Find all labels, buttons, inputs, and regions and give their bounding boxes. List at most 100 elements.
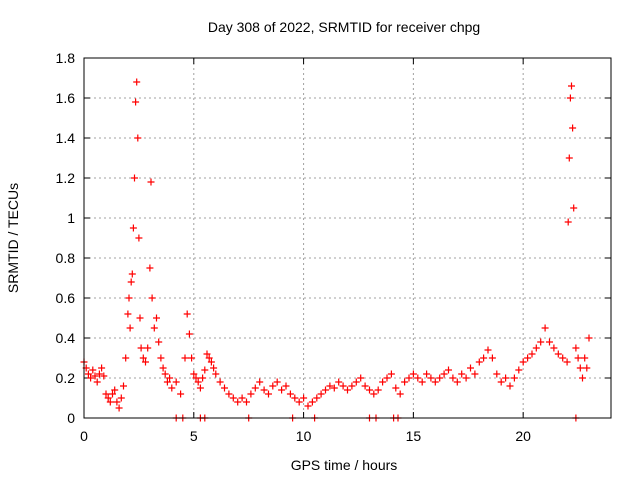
data-point: [458, 370, 466, 378]
data-point: [269, 382, 277, 390]
data-point: [414, 374, 422, 382]
data-point: [199, 374, 207, 382]
data-point: [144, 344, 152, 352]
data-point: [326, 382, 334, 390]
data-point: [104, 394, 112, 402]
data-point: [335, 378, 343, 386]
data-point: [166, 374, 174, 382]
chart-title: Day 308 of 2022, SRMTID for receiver chp…: [208, 19, 480, 35]
data-point: [480, 354, 488, 362]
data-point: [579, 374, 586, 382]
data-point: [339, 382, 347, 390]
data-point: [190, 370, 198, 378]
data-point: [418, 378, 426, 386]
y-tick-label: 1: [67, 210, 75, 226]
data-point: [91, 372, 99, 380]
data-point: [148, 294, 156, 302]
data-point: [361, 382, 369, 390]
y-tick-label: 0.2: [56, 370, 76, 386]
data-point: [528, 350, 536, 358]
data-point: [111, 386, 119, 394]
data-point: [431, 378, 439, 386]
data-point: [205, 354, 213, 362]
data-point: [247, 390, 255, 398]
data-point: [493, 370, 501, 378]
data-point: [488, 354, 496, 362]
data-point: [100, 372, 108, 380]
data-point: [265, 390, 272, 398]
data-point: [576, 364, 584, 372]
data-point: [532, 344, 540, 352]
plot-frame: [83, 57, 612, 419]
data-point: [84, 370, 92, 378]
data-point: [207, 358, 215, 366]
data-point: [216, 378, 224, 386]
data-point: [401, 378, 409, 386]
x-axis-label: GPS time / hours: [291, 457, 398, 473]
data-point: [537, 338, 545, 346]
data-point: [550, 344, 558, 352]
data-point: [153, 314, 160, 322]
data-point: [295, 398, 303, 406]
data-point: [322, 386, 329, 394]
data-point: [131, 174, 138, 182]
data-point: [117, 394, 125, 402]
data-point: [569, 124, 577, 132]
data-point: [120, 382, 127, 390]
data-point: [278, 386, 286, 394]
y-tick-label: 0: [67, 410, 75, 426]
data-point: [282, 382, 290, 390]
data-point: [344, 386, 351, 394]
y-tick-label: 0.4: [56, 330, 76, 346]
data-point: [366, 386, 373, 394]
data-point: [462, 374, 470, 382]
data-point: [519, 358, 527, 366]
data-point: [568, 82, 575, 90]
data-point: [286, 390, 294, 398]
data-point: [563, 358, 571, 366]
data-point: [172, 378, 180, 386]
data-point: [383, 374, 391, 382]
data-point: [201, 366, 209, 374]
data-point: [291, 394, 299, 402]
data-point: [210, 364, 218, 372]
data-point: [136, 314, 144, 322]
data-point: [135, 234, 143, 242]
data-point: [436, 374, 444, 382]
data-point: [467, 364, 474, 372]
data-point: [129, 224, 137, 232]
data-point: [150, 324, 158, 332]
data-point: [126, 324, 134, 332]
data-point: [524, 354, 532, 362]
data-point: [93, 378, 101, 386]
data-point: [515, 366, 523, 374]
data-point: [146, 264, 154, 272]
data-point: [554, 350, 562, 358]
data-point: [106, 398, 114, 406]
data-point: [168, 384, 176, 392]
data-point: [251, 384, 259, 392]
data-point: [374, 386, 382, 394]
data-point: [181, 354, 189, 362]
data-point: [423, 370, 431, 378]
grid-lines: [84, 58, 611, 418]
y-tick-label: 1.2: [56, 170, 76, 186]
data-point: [147, 178, 155, 186]
data-point: [188, 354, 196, 362]
data-point: [581, 354, 589, 362]
data-point: [137, 344, 145, 352]
data-point: [541, 324, 549, 332]
data-point: [445, 366, 452, 374]
data-point: [183, 310, 191, 318]
data-point: [115, 404, 123, 412]
data-point: [409, 370, 417, 378]
y-tick-label: 1.6: [56, 90, 76, 106]
data-point: [221, 384, 228, 392]
data-point: [125, 294, 133, 302]
data-point: [559, 354, 567, 362]
data-point: [440, 370, 448, 378]
data-point: [238, 394, 246, 402]
x-tick-label: 10: [296, 428, 312, 444]
data-point: [203, 350, 211, 358]
